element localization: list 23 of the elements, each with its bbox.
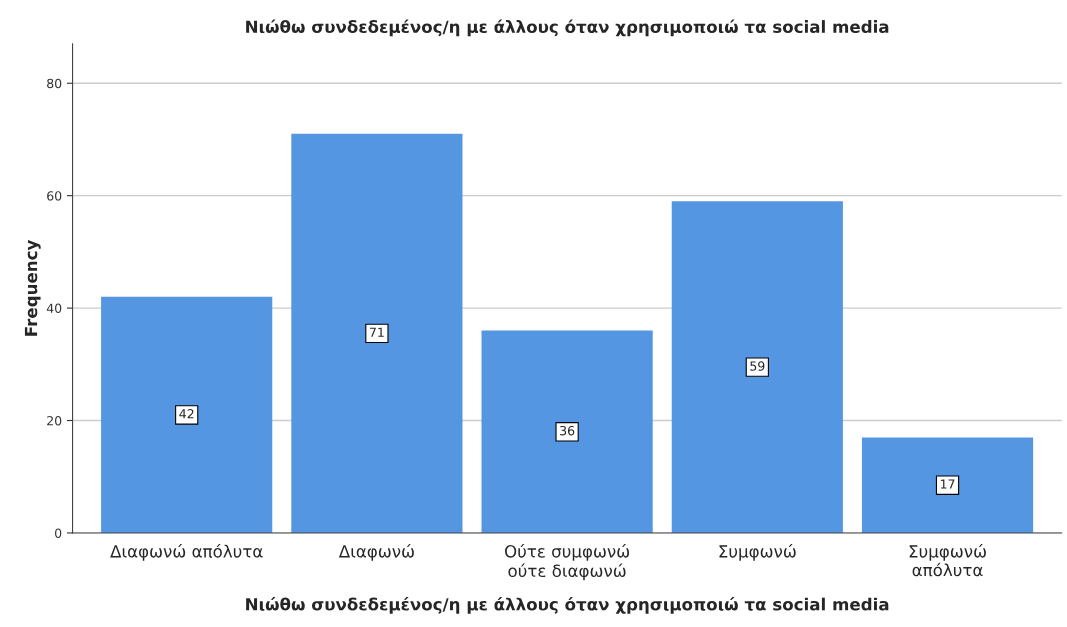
x-tick-label: Συμφωνώ απόλυτα xyxy=(909,544,986,577)
chart-title: Νιώθω συνδεδεμένος/η με άλλους όταν χρησιμοποιώ τα social media xyxy=(246,19,889,37)
data-label: 42 xyxy=(179,409,194,419)
x-tick-label: Συμφωνώ xyxy=(719,544,796,561)
y-tick-label: 80 xyxy=(47,78,62,89)
bar xyxy=(861,437,1034,533)
y-tick-label: 60 xyxy=(47,191,62,201)
x-tick-label: Ούτε συμφωνώ ούτε διαφωνώ xyxy=(504,544,630,581)
data-label: 71 xyxy=(369,327,384,337)
y-axis-title: Frequency xyxy=(24,239,41,336)
data-label: 59 xyxy=(750,361,765,371)
x-tick-label: Διαφωνώ xyxy=(338,544,414,561)
bar xyxy=(101,296,273,533)
bar xyxy=(481,330,653,533)
x-tick-label: Διαφωνώ απόλυτα xyxy=(110,544,263,561)
data-label: 17 xyxy=(940,479,955,489)
y-tick-label: 40 xyxy=(46,303,62,314)
x-axis-title: Νιώθω συνδεδεμένος/η με άλλους όταν χρησιμοποιώ τα social media xyxy=(246,596,889,614)
y-tick-label: 0 xyxy=(55,528,62,538)
bar xyxy=(671,201,843,533)
data-label: 36 xyxy=(560,425,575,436)
bar xyxy=(291,133,463,533)
y-tick-label: 20 xyxy=(47,415,62,426)
